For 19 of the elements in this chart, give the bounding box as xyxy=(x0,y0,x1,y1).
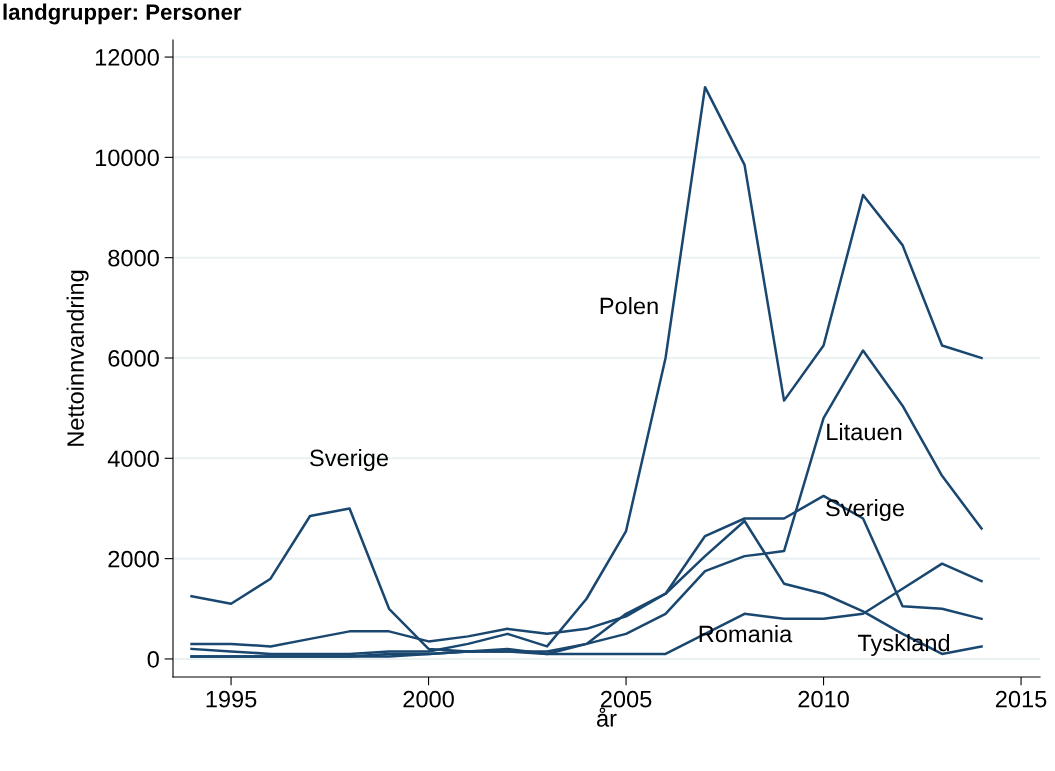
x-tick-label: 1995 xyxy=(206,690,257,708)
x-tick-label: 2005 xyxy=(600,690,652,708)
annotation: Sverige xyxy=(310,448,388,472)
y-tick-label: 10000 xyxy=(95,149,159,167)
annotation: Romania xyxy=(699,624,793,643)
chart-title: landgrupper: Personer xyxy=(3,3,242,25)
y-tick-label: 0 xyxy=(147,651,159,668)
annotation: Polen xyxy=(600,297,658,315)
y-tick-label: 12000 xyxy=(95,49,159,66)
x-tick-label: 2000 xyxy=(403,690,454,708)
y-axis-title: Nettoinnvandring xyxy=(66,270,89,446)
y-tick-label: 6000 xyxy=(108,350,159,367)
x-tick-label: 2010 xyxy=(798,690,849,708)
x-tick-label: 2015 xyxy=(995,690,1047,708)
x-axis-title: år xyxy=(597,707,617,727)
y-tick-label: 4000 xyxy=(107,450,159,468)
y-tick-label: 8000 xyxy=(108,249,159,267)
annotation: Litauen xyxy=(827,422,902,441)
y-tick-label: 2000 xyxy=(108,550,159,568)
